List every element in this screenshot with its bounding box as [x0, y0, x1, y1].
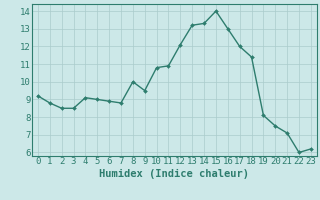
X-axis label: Humidex (Indice chaleur): Humidex (Indice chaleur) [100, 169, 249, 179]
